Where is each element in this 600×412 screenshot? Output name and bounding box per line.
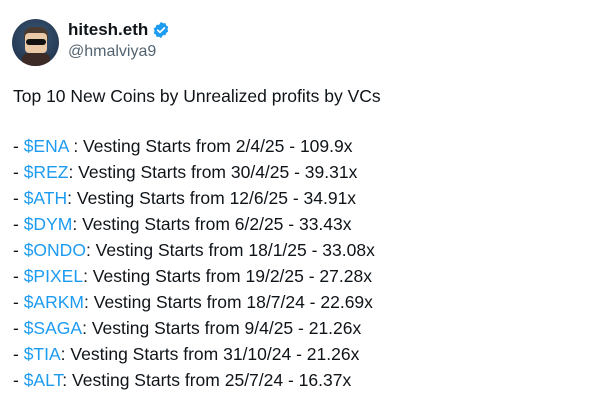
bullet-dash: -	[13, 188, 24, 208]
cashtag-link[interactable]: $REZ	[23, 162, 69, 182]
separator: :	[68, 162, 79, 182]
list-item: - $ENA : Vesting Starts from 2/4/25 - 10…	[13, 136, 375, 162]
list-item: - $ONDO: Vesting Starts from 18/1/25 - 3…	[13, 240, 375, 266]
list-item: - $DYM: Vesting Starts from 6/2/25 - 33.…	[13, 214, 375, 240]
vesting-text: Vesting Starts from 12/6/25 - 34.91x	[76, 188, 357, 208]
cashtag-link[interactable]: $DYM	[23, 214, 73, 234]
vesting-text: Vesting Starts from 6/2/25 - 33.43x	[82, 214, 352, 234]
vesting-text: Vesting Starts from 9/4/25 - 21.26x	[91, 318, 362, 338]
separator: :	[60, 344, 71, 364]
list-item: - $TIA: Vesting Starts from 31/10/24 - 2…	[13, 344, 375, 370]
separator: :	[72, 214, 83, 234]
cashtag-link[interactable]: $TIA	[23, 344, 61, 364]
vesting-text: Vesting Starts from 25/7/24 - 16.37x	[72, 370, 352, 390]
bullet-dash: -	[13, 292, 24, 312]
list-item: - $SAGA: Vesting Starts from 9/4/25 - 21…	[13, 318, 375, 344]
vesting-text: Vesting Starts from 18/1/25 - 33.08x	[95, 240, 375, 260]
vesting-text: Vesting Starts from 31/10/24 - 21.26x	[70, 344, 360, 364]
separator: :	[62, 370, 73, 390]
avatar-shirt	[22, 53, 50, 66]
author-handle[interactable]: @hmalviya9	[68, 43, 157, 60]
avatar[interactable]	[12, 19, 59, 66]
vesting-text: Vesting Starts from 18/7/24 - 22.69x	[93, 292, 373, 312]
bullet-dash: -	[13, 370, 24, 390]
author-name-row[interactable]: hitesh.eth	[68, 20, 170, 40]
avatar-glasses	[26, 39, 46, 45]
bullet-dash: -	[13, 318, 24, 338]
separator: :	[85, 240, 96, 260]
bullet-dash: -	[13, 162, 24, 182]
coin-list: - $ENA : Vesting Starts from 2/4/25 - 10…	[13, 136, 375, 396]
bullet-dash: -	[13, 266, 24, 286]
list-item: - $ATH: Vesting Starts from 12/6/25 - 34…	[13, 188, 375, 214]
cashtag-link[interactable]: $ATH	[23, 188, 68, 208]
separator: :	[82, 318, 92, 338]
verified-badge-icon	[154, 21, 169, 39]
list-item: - $REZ: Vesting Starts from 30/4/25 - 39…	[13, 162, 375, 188]
bullet-dash: -	[13, 136, 24, 156]
cashtag-link[interactable]: $SAGA	[23, 318, 83, 338]
vesting-text: Vesting Starts from 2/4/25 - 109.9x	[83, 136, 353, 156]
bullet-dash: -	[13, 344, 24, 364]
cashtag-link[interactable]: $ALT	[23, 370, 63, 390]
cashtag-link[interactable]: $ONDO	[23, 240, 86, 260]
separator: :	[68, 136, 84, 156]
list-item: - $ALT: Vesting Starts from 25/7/24 - 16…	[13, 370, 375, 396]
list-item: - $ARKM: Vesting Starts from 18/7/24 - 2…	[13, 292, 375, 318]
separator: :	[84, 292, 94, 312]
cashtag-link[interactable]: $ENA	[23, 136, 69, 156]
vesting-text: Vesting Starts from 19/2/25 - 27.28x	[92, 266, 372, 286]
bullet-dash: -	[13, 214, 24, 234]
bullet-dash: -	[13, 240, 24, 260]
vesting-text: Vesting Starts from 30/4/25 - 39.31x	[78, 162, 358, 182]
separator: :	[83, 266, 93, 286]
separator: :	[67, 188, 77, 208]
list-item: - $PIXEL: Vesting Starts from 19/2/25 - …	[13, 266, 375, 292]
tweet-title: Top 10 New Coins by Unrealized profits b…	[13, 86, 381, 106]
author-name[interactable]: hitesh.eth	[68, 20, 149, 39]
cashtag-link[interactable]: $ARKM	[23, 292, 84, 312]
cashtag-link[interactable]: $PIXEL	[23, 266, 84, 286]
